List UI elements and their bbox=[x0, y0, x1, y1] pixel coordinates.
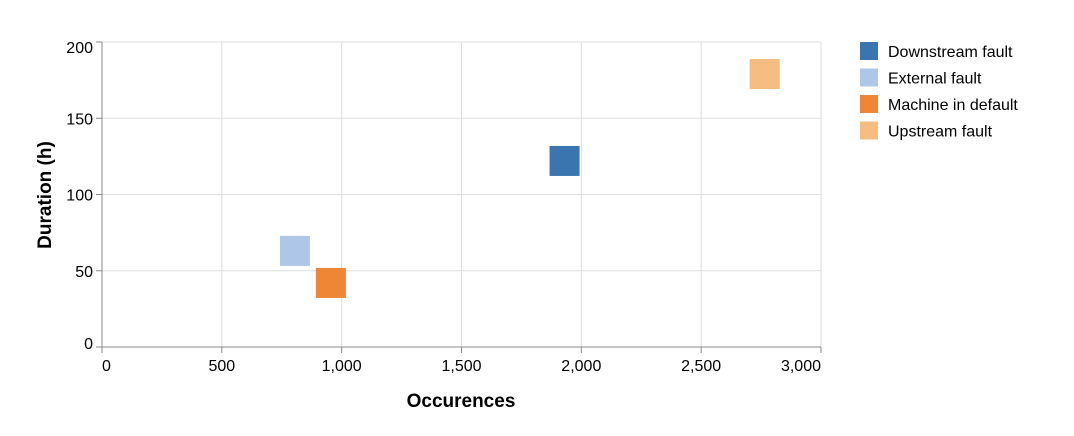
axes: 0 500 1,000 1,500 2,000 2,500 3,000 0 50 100 150 20… bbox=[66, 40, 822, 375]
data-points bbox=[279, 59, 780, 298]
x-tick-label: 500 bbox=[208, 358, 235, 375]
legend-label: Upstream fault bbox=[888, 124, 993, 141]
x-tick-label: 3,000 bbox=[781, 358, 821, 375]
y-tick-label: 100 bbox=[66, 188, 93, 205]
legend-swatch bbox=[860, 68, 878, 87]
x-tick-label: 0 bbox=[102, 358, 111, 375]
data-point bbox=[549, 145, 580, 176]
legend-swatch bbox=[860, 42, 878, 60]
y-tick-label: 150 bbox=[66, 111, 93, 128]
data-point bbox=[315, 267, 346, 298]
x-tick-label: 1,000 bbox=[322, 358, 362, 375]
y-tick-label: 50 bbox=[75, 264, 93, 281]
x-tick-label: 1,500 bbox=[441, 358, 481, 375]
y-tick-label: 200 bbox=[66, 40, 93, 57]
legend-label: Machine in default bbox=[888, 97, 1018, 114]
x-axis-title: Occurences bbox=[407, 391, 516, 412]
y-tick-label: 0 bbox=[84, 336, 93, 353]
x-tick-label: 2,500 bbox=[681, 358, 721, 375]
grid bbox=[101, 41, 822, 348]
legend-label: Downstream fault bbox=[888, 44, 1013, 61]
legend-swatch bbox=[860, 95, 878, 113]
x-tick-label: 2,000 bbox=[561, 358, 601, 375]
legend: Downstream fault External fault Machine in… bbox=[860, 42, 1018, 141]
legend-swatch bbox=[860, 121, 878, 140]
legend-label: External fault bbox=[888, 71, 982, 88]
data-point bbox=[749, 59, 780, 90]
data-point bbox=[279, 235, 310, 266]
y-axis-title: Duration (h) bbox=[35, 141, 56, 249]
